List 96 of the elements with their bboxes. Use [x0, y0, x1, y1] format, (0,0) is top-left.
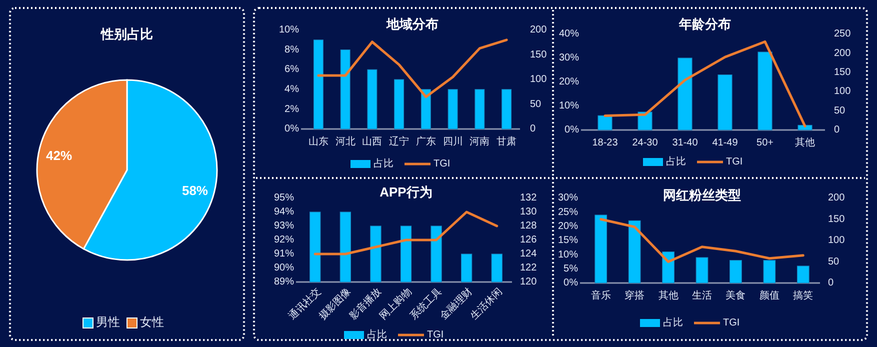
- y-tick-label: 2%: [284, 104, 300, 115]
- y2-tick-label: 100: [530, 74, 548, 86]
- y-tick-label: 94%: [274, 206, 294, 218]
- y2-tick-label: 50: [834, 105, 846, 116]
- x-tick-label: 24-30: [632, 138, 658, 149]
- x-tick-label: 18-23: [592, 138, 618, 149]
- y2-tick-label: 150: [828, 214, 846, 225]
- y2-tick-label: 128: [520, 220, 538, 232]
- y2-tick-label: 124: [520, 248, 538, 260]
- x-tick-label: 山西: [362, 136, 382, 148]
- y2-tick-label: 132: [520, 192, 538, 204]
- legend-label: TGI: [726, 156, 743, 168]
- chart-title: 网红粉丝类型: [663, 187, 741, 202]
- y2-tick-label: 0: [530, 124, 536, 135]
- x-tick-label: 美食: [726, 290, 746, 302]
- y2-tick-label: 100: [834, 86, 852, 98]
- legend-label: 占比: [666, 156, 686, 168]
- x-tick-label: 31-40: [672, 138, 698, 149]
- y-tick-label: 93%: [274, 220, 294, 232]
- data-label: 42%: [46, 148, 72, 163]
- legend-item: 女性: [126, 315, 164, 330]
- x-tick-label: 搞笑: [793, 290, 814, 302]
- y2-tick-label: 0: [828, 278, 834, 289]
- legend-item: 占比: [344, 330, 387, 341]
- x-tick-label: 音乐: [590, 290, 611, 302]
- y-tick-label: 30%: [558, 192, 578, 204]
- legend-item: 占比: [643, 156, 686, 168]
- x-tick-label: 山东: [308, 136, 328, 148]
- y-tick-label: 90%: [274, 262, 294, 274]
- legend-label: 占比: [367, 328, 387, 341]
- y2-tick-label: 200: [828, 192, 846, 204]
- y-tick-label: 91%: [274, 248, 294, 260]
- legend-label: 女性: [140, 315, 164, 330]
- y-tick-label: 0%: [284, 124, 300, 135]
- x-tick-label: 河北: [335, 136, 356, 148]
- y-tick-label: 0%: [564, 278, 578, 289]
- y2-tick-label: 50: [828, 256, 840, 268]
- legend-item: 占比: [350, 158, 394, 170]
- legend-item: TGI: [398, 330, 444, 341]
- y-tick-label: 0%: [564, 124, 580, 136]
- data-label: 58%: [182, 182, 208, 198]
- y-tick-label: 40%: [558, 28, 580, 40]
- x-tick-label: 其他: [795, 136, 815, 149]
- y-tick-label: 30%: [558, 52, 580, 64]
- x-tick-label: 辽宁: [389, 136, 410, 148]
- chart-title: 地域分布: [386, 16, 438, 32]
- y-tick-label: 25%: [558, 206, 578, 218]
- legend-label: TGI: [723, 318, 740, 329]
- chart-title: 年龄分布: [678, 16, 731, 32]
- x-tick-label: 50+: [756, 138, 774, 149]
- x-tick-label: 广东: [416, 136, 436, 148]
- legend-item: TGI: [697, 156, 743, 168]
- legend-label: 男性: [96, 315, 120, 330]
- y-tick-label: 8%: [284, 44, 300, 56]
- y2-tick-label: 0: [834, 124, 840, 136]
- y-tick-label: 20%: [558, 220, 578, 232]
- y-tick-label: 95%: [274, 192, 294, 204]
- x-tick-label: 穿搭: [624, 290, 645, 302]
- legend-item: 占比: [640, 318, 683, 329]
- y-tick-label: 6%: [284, 64, 300, 76]
- x-tick-label: 其他: [658, 290, 678, 302]
- y-tick-label: 20%: [558, 76, 580, 88]
- y2-tick-label: 122: [520, 262, 538, 274]
- y2-tick-label: 150: [834, 67, 852, 78]
- legend-item: TGI: [404, 158, 450, 170]
- x-tick-label: 甘肃: [496, 136, 517, 148]
- y-tick-label: 4%: [284, 84, 300, 96]
- y2-tick-label: 120: [520, 276, 538, 288]
- legend-label: 占比: [663, 316, 683, 329]
- y2-tick-label: 130: [520, 206, 538, 218]
- y2-tick-label: 100: [828, 235, 846, 246]
- x-tick-label: 41-49: [712, 138, 738, 149]
- x-tick-label: 四川: [442, 136, 463, 148]
- chart-title: APP行为: [380, 184, 432, 200]
- legend-label: 占比: [374, 158, 394, 170]
- y2-tick-label: 126: [520, 234, 538, 246]
- legend-label: TGI: [434, 158, 450, 170]
- y-tick-label: 5%: [564, 263, 578, 274]
- y2-tick-label: 150: [530, 49, 548, 60]
- y-tick-label: 10%: [558, 249, 578, 260]
- legend-item: TGI: [694, 318, 740, 329]
- y-tick-label: 92%: [274, 234, 294, 246]
- legend-label: TGI: [427, 330, 444, 341]
- y-tick-label: 15%: [558, 235, 578, 246]
- y-tick-label: 10%: [278, 24, 300, 36]
- x-tick-label: 河南: [470, 136, 490, 148]
- y2-tick-label: 250: [834, 28, 852, 40]
- x-tick-label: 生活: [692, 290, 712, 302]
- x-tick-label: 颜值: [759, 290, 780, 302]
- y-tick-label: 10%: [558, 100, 580, 112]
- y2-tick-label: 50: [530, 98, 542, 110]
- legend-item: 男性: [82, 315, 120, 330]
- chart-title: 性别占比: [100, 26, 153, 42]
- y2-tick-label: 200: [834, 48, 852, 59]
- y-tick-label: 89%: [274, 276, 294, 288]
- y2-tick-label: 200: [530, 24, 548, 36]
